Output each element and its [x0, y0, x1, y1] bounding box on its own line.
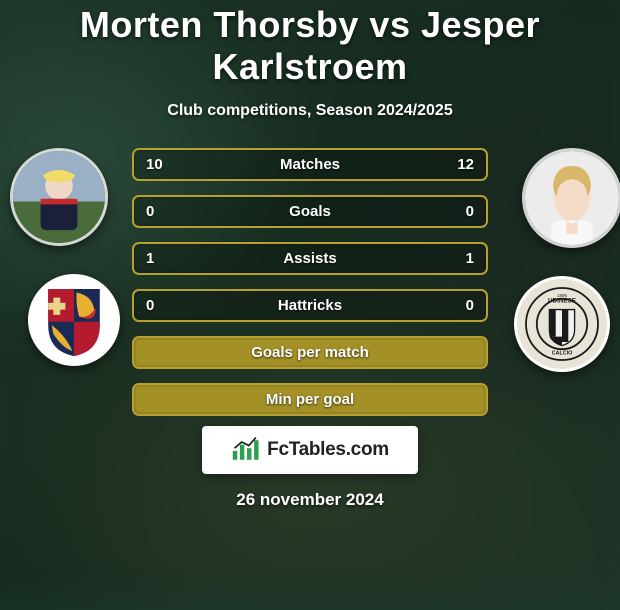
left-player-column [0, 148, 130, 366]
stat-right-value: 0 [452, 297, 474, 314]
brand-box: FcTables.com [202, 426, 418, 474]
stat-right-value: 12 [452, 156, 474, 173]
main-row: 10Matches120Goals01Assists10Hattricks0Go… [0, 148, 620, 416]
right-player-column: UDINESE 1896 CALCIO [490, 148, 620, 372]
brand-label: FcTables.com [267, 439, 389, 461]
right-team-badge: UDINESE 1896 CALCIO [514, 276, 610, 372]
svg-text:UDINESE: UDINESE [548, 297, 576, 304]
left-team-badge [28, 274, 120, 366]
stat-label: Hattricks [134, 297, 486, 314]
stat-bar-min-per-goal: Min per goal [132, 383, 488, 416]
stat-bar-goals-per-match: Goals per match [132, 336, 488, 369]
stat-label: Matches [134, 156, 486, 173]
stat-label: Goals per match [134, 344, 486, 361]
left-player-avatar [10, 148, 108, 246]
comparison-card: Morten Thorsby vs Jesper Karlstroem Club… [0, 0, 620, 580]
stat-left-value: 1 [146, 250, 168, 267]
right-player-avatar [522, 148, 620, 248]
stat-label: Min per goal [134, 391, 486, 408]
stats-column: 10Matches120Goals01Assists10Hattricks0Go… [130, 148, 490, 416]
stat-label: Goals [134, 203, 486, 220]
stat-left-value: 0 [146, 297, 168, 314]
stat-left-value: 10 [146, 156, 168, 173]
date-label: 26 november 2024 [236, 490, 383, 510]
stat-right-value: 1 [452, 250, 474, 267]
stat-bar-assists: 1Assists1 [132, 242, 488, 275]
stat-right-value: 0 [452, 203, 474, 220]
stat-label: Assists [134, 250, 486, 267]
stat-bar-goals: 0Goals0 [132, 195, 488, 228]
subtitle: Club competitions, Season 2024/2025 [167, 102, 452, 120]
page-title: Morten Thorsby vs Jesper Karlstroem [0, 4, 620, 88]
brand-bars-icon [231, 436, 263, 464]
stat-bar-hattricks: 0Hattricks0 [132, 289, 488, 322]
stat-bar-matches: 10Matches12 [132, 148, 488, 181]
svg-text:CALCIO: CALCIO [552, 351, 573, 357]
svg-text:1896: 1896 [557, 293, 568, 298]
stat-left-value: 0 [146, 203, 168, 220]
